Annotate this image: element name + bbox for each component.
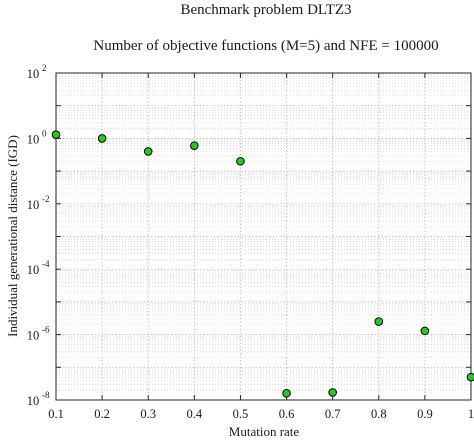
data-point bbox=[282, 389, 291, 398]
y-tick-exponent: -2 bbox=[42, 194, 50, 204]
y-tick-label: 10 0 bbox=[27, 128, 47, 146]
data-points bbox=[51, 130, 474, 398]
y-tick-base: 10 bbox=[27, 329, 40, 343]
x-tick-label: 0.1 bbox=[48, 407, 64, 421]
y-tick-label: 10 -2 bbox=[27, 194, 50, 212]
y-tick-base: 10 bbox=[27, 198, 40, 212]
y-tick-base: 10 bbox=[27, 263, 40, 277]
y-tick-exponent: -6 bbox=[42, 325, 50, 335]
chart-subtitle: Number of objective functions (M=5) and … bbox=[93, 38, 438, 54]
data-point bbox=[328, 388, 337, 397]
data-point bbox=[97, 134, 107, 143]
x-tick-label: 0.4 bbox=[187, 407, 203, 421]
y-tick-exponent: -4 bbox=[42, 259, 50, 269]
y-axis-label: Individual generational distance (IGD) bbox=[5, 135, 20, 337]
x-tick-label: 0.5 bbox=[233, 407, 249, 421]
x-axis-label: Mutation rate bbox=[229, 424, 300, 439]
x-tick-label: 0.6 bbox=[279, 407, 295, 421]
y-tick-label: 10 -4 bbox=[27, 259, 50, 277]
data-point bbox=[236, 156, 245, 166]
data-point bbox=[51, 130, 61, 139]
x-tick-label: 0.7 bbox=[325, 407, 341, 421]
chart-title: Benchmark problem DLTZ3 bbox=[180, 2, 351, 18]
x-tick-label: 0.2 bbox=[94, 407, 110, 421]
y-tick-exponent: 2 bbox=[42, 63, 47, 73]
x-tick-label: 0.8 bbox=[371, 407, 387, 421]
x-tick-labels: 0.1 0.2 0.3 0.4 0.5 0.6 0.7 0.8 0.9 1 bbox=[48, 407, 474, 421]
data-point bbox=[190, 141, 199, 150]
y-tick-base: 10 bbox=[27, 132, 40, 146]
y-tick-base: 10 bbox=[27, 67, 40, 81]
y-tick-label: 10 2 bbox=[27, 63, 47, 81]
data-point bbox=[374, 317, 384, 326]
axis-ticks bbox=[55, 72, 472, 401]
minor-grid bbox=[56, 74, 471, 391]
data-point bbox=[420, 326, 430, 336]
y-tick-label: 10 -8 bbox=[27, 390, 50, 408]
y-tick-exponent: -8 bbox=[42, 390, 50, 400]
x-tick-label: 0.9 bbox=[417, 407, 433, 421]
x-tick-label: 0.3 bbox=[140, 407, 156, 421]
y-tick-label: 10 -6 bbox=[27, 325, 50, 343]
x-tick-label: 1 bbox=[468, 407, 474, 421]
y-tick-base: 10 bbox=[27, 394, 40, 408]
data-point bbox=[466, 372, 474, 382]
y-tick-exponent: 0 bbox=[42, 128, 47, 138]
data-point bbox=[143, 147, 153, 156]
